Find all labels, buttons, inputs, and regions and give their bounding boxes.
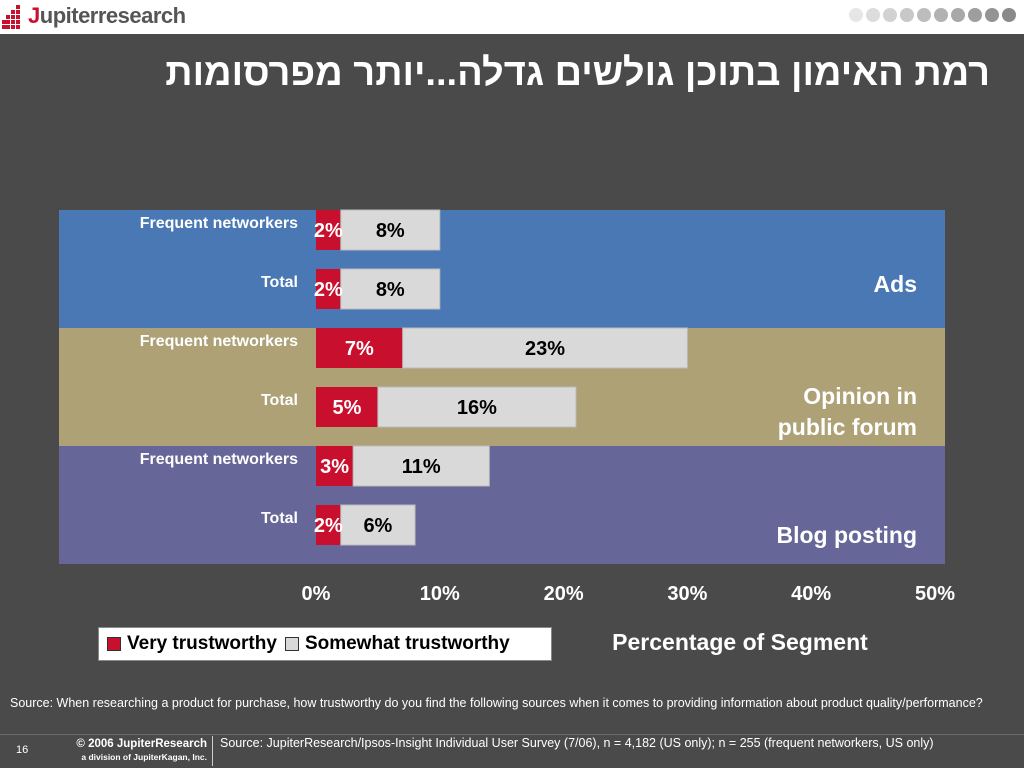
group-name-0: Ads — [874, 271, 917, 297]
footer-divider — [0, 734, 1024, 735]
group-band-0 — [59, 210, 945, 328]
x-tick-1: 10% — [420, 583, 460, 605]
x-tick-2: 20% — [544, 583, 584, 605]
label-very-1-0: 7% — [345, 338, 374, 360]
chart-legend: Very trustworthy Somewhat trustworthy — [98, 627, 552, 661]
bar-somewhat-0-0 — [340, 209, 441, 251]
label-somewhat-1-1: 16% — [457, 397, 497, 419]
bar-somewhat-2-1 — [340, 504, 416, 546]
x-tick-4: 40% — [791, 583, 831, 605]
label-very-0-0: 2% — [314, 220, 343, 242]
label-very-2-0: 3% — [320, 456, 349, 478]
label-very-1-1: 5% — [332, 397, 361, 419]
bar-very-0-1 — [316, 269, 341, 309]
label-very-2-1: 2% — [314, 515, 343, 537]
label-somewhat-2-1: 6% — [363, 515, 392, 537]
label-somewhat-2-0: 11% — [402, 456, 441, 478]
row-label-0-0: Frequent networkers — [140, 215, 298, 232]
copyright-text: © 2006 JupiterResearch — [76, 738, 207, 750]
label-somewhat-0-0: 8% — [376, 220, 405, 242]
logo-text: Jupiterresearch — [28, 3, 186, 28]
x-axis-label: Percentage of Segment — [612, 629, 868, 655]
copyright-block: © 2006 JupiterResearch a division of Jup… — [62, 738, 207, 762]
decorative-dots — [849, 8, 1016, 22]
label-very-0-1: 2% — [314, 279, 343, 301]
row-label-2-0: Frequent networkers — [140, 451, 298, 468]
legend-very-label: Very trustworthy — [127, 633, 277, 654]
row-label-2-1: Total — [261, 510, 298, 527]
group-name-1-line-1: public forum — [778, 414, 917, 440]
logo-grid-icon — [2, 5, 24, 29]
survey-source: Source: JupiterResearch/Ipsos-Insight In… — [220, 736, 934, 750]
x-tick-5: 50% — [915, 583, 955, 605]
legend-somewhat-label: Somewhat trustworthy — [304, 633, 510, 654]
trust-bar-chart: Frequent networkers 2% 8% Total 2% 8% Ads Frequ… — [59, 209, 955, 655]
bar-very-0-0 — [316, 210, 341, 250]
bar-somewhat-2-0 — [352, 445, 490, 487]
survey-question-note: Source: When researching a product for p… — [10, 696, 983, 710]
slide-title: רמת האימון בתוכן גולשים גדלה...יותר מפרס… — [165, 52, 990, 94]
bar-very-2-1 — [316, 505, 341, 545]
row-label-1-1: Total — [261, 392, 298, 409]
label-somewhat-1-0: 23% — [525, 338, 565, 360]
group-name-1-line-0: Opinion in — [803, 383, 917, 409]
label-somewhat-0-1: 8% — [376, 279, 405, 301]
bar-somewhat-0-1 — [340, 268, 441, 310]
row-label-0-1: Total — [261, 274, 298, 291]
top-bar: Jupiterresearch — [0, 0, 1024, 34]
bar-very-2-0 — [316, 446, 354, 486]
group-band-2 — [59, 446, 945, 564]
x-tick-0: 0% — [302, 583, 331, 605]
group-name-2: Blog posting — [776, 522, 917, 548]
row-label-1-0: Frequent networkers — [140, 333, 298, 350]
footer-vertical-divider — [212, 736, 213, 766]
page-number: 16 — [16, 744, 29, 756]
very-trustworthy-swatch — [107, 637, 121, 651]
bar-very-1-1 — [316, 387, 378, 427]
bar-somewhat-1-1 — [377, 386, 577, 428]
division-text: a division of JupiterKagan, Inc. — [81, 752, 207, 762]
somewhat-trustworthy-swatch — [284, 637, 299, 651]
x-tick-3: 30% — [667, 583, 707, 605]
bar-very-1-0 — [316, 328, 403, 368]
bar-somewhat-1-0 — [402, 327, 688, 369]
